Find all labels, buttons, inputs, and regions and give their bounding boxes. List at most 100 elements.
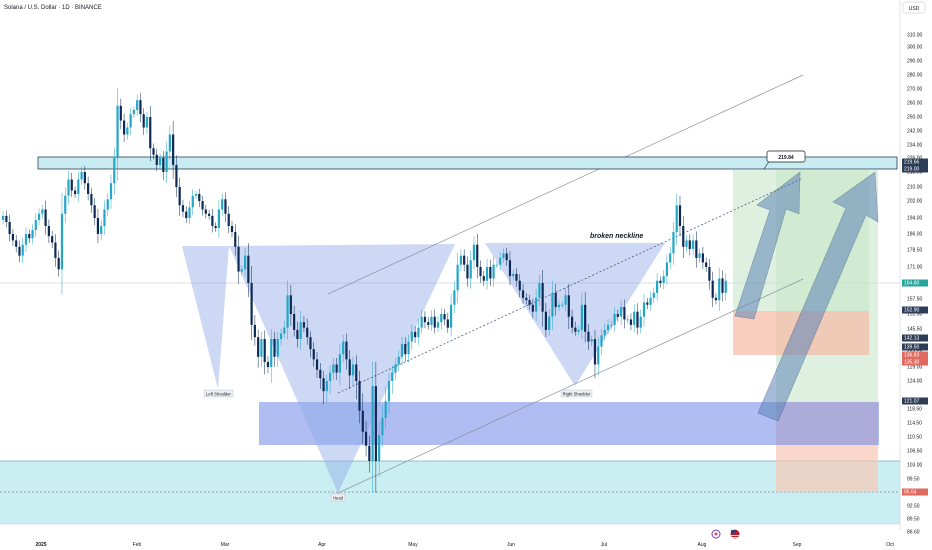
price-tick: 114.50 <box>907 421 922 427</box>
candle-body <box>404 344 407 355</box>
head-badge <box>330 493 346 502</box>
candle-body <box>28 234 31 239</box>
candle-body <box>113 158 116 184</box>
time-tick: May <box>408 542 418 548</box>
candle-body <box>489 267 492 279</box>
time-axis[interactable]: 2025 Feb Mar Apr May Jun Jul Aug Sep Oct <box>35 542 894 548</box>
candle-body <box>440 314 443 323</box>
price-tick: 110.50 <box>907 435 922 441</box>
candle-body <box>610 324 613 326</box>
candle-body <box>309 337 312 350</box>
candle-body <box>417 327 420 338</box>
chart-title: Solana / U.S. Dollar · 1D · BINANCE <box>4 5 102 11</box>
candle-body <box>2 215 5 220</box>
candle-body <box>191 195 194 208</box>
time-tick: Mar <box>221 542 230 548</box>
candle-body <box>669 253 672 263</box>
candle-body <box>266 361 270 367</box>
candle-body <box>394 364 397 373</box>
price-tick: 151.00 <box>907 312 923 318</box>
candle-body <box>364 431 368 446</box>
candle-body <box>554 292 557 308</box>
candle-body <box>603 329 606 336</box>
candle-body <box>250 283 253 325</box>
price-tick: 92.50 <box>907 504 920 510</box>
candle-body <box>329 372 332 381</box>
candle-body <box>257 337 260 357</box>
resistance-zone[interactable] <box>37 156 898 170</box>
candle-body <box>400 344 404 357</box>
candle-body <box>407 341 410 355</box>
price-label-box <box>902 306 928 314</box>
right-shoulder-label: Right Shoulder <box>563 391 591 396</box>
candle-body <box>299 322 302 339</box>
candle-body <box>237 246 240 272</box>
time-tick: Jun <box>507 542 515 548</box>
candle-body <box>387 381 391 402</box>
refresh-icon[interactable] <box>711 529 721 539</box>
candle-body <box>652 292 655 298</box>
candle-body <box>538 283 541 298</box>
candle-body <box>325 381 328 392</box>
candle-body <box>430 316 433 325</box>
price-tick: 194.00 <box>907 216 923 222</box>
candle-body <box>355 364 358 381</box>
candle-body <box>420 316 423 328</box>
price-tick: 178.50 <box>907 248 923 254</box>
candle-body <box>279 333 283 339</box>
candle-body <box>276 339 279 357</box>
candle-body <box>139 100 142 115</box>
neckline-text: broken neckline <box>590 233 643 240</box>
currency-label: USD <box>909 6 920 12</box>
candle-body <box>296 329 299 339</box>
candles <box>2 88 727 493</box>
candle-body <box>675 205 678 232</box>
candle-body <box>214 226 217 228</box>
price-axis[interactable]: 310.00 300.00 290.00 280.00 270.00 260.00 250.… <box>907 33 923 536</box>
price-label-box <box>902 279 928 287</box>
candle-body <box>51 236 54 243</box>
candle-body <box>90 194 93 206</box>
price-label: 135.30 <box>904 360 920 366</box>
candle-body <box>701 253 704 263</box>
candle-body <box>332 364 335 373</box>
candle-body <box>518 280 521 291</box>
price-label: 142.13 <box>904 336 920 342</box>
target-arrow-1[interactable] <box>734 171 801 320</box>
candle-body <box>512 273 515 277</box>
candle-body <box>574 327 577 332</box>
candle-body <box>306 327 309 338</box>
price-tick: 89.50 <box>907 517 920 523</box>
target-label-box[interactable] <box>766 150 806 163</box>
candle-body <box>270 339 273 367</box>
candle-body <box>273 339 276 357</box>
candle-body <box>18 246 21 256</box>
target-arrow-2[interactable] <box>757 171 879 422</box>
candle-body <box>570 316 574 328</box>
candle-body <box>185 211 188 218</box>
price-tick: 186.00 <box>907 232 923 238</box>
candle-body <box>286 295 289 328</box>
candle-body <box>73 190 77 194</box>
candle-body <box>695 240 698 258</box>
candle-body <box>335 364 338 373</box>
candle-body <box>449 304 453 328</box>
flag-icon[interactable] <box>730 529 740 539</box>
candle-body <box>469 260 472 279</box>
candle-body <box>724 280 727 293</box>
candle-body <box>623 307 626 320</box>
candle-body <box>149 117 152 149</box>
candle-body <box>361 410 364 432</box>
candle-body <box>688 240 691 249</box>
candle-body <box>659 280 662 283</box>
candle-body <box>5 215 8 222</box>
price-tick: 310.00 <box>907 33 923 39</box>
candle-body <box>446 319 449 328</box>
currency-button[interactable] <box>902 1 926 14</box>
candle-body <box>15 240 18 247</box>
channel-upper <box>327 74 804 295</box>
candle-body <box>577 329 580 332</box>
